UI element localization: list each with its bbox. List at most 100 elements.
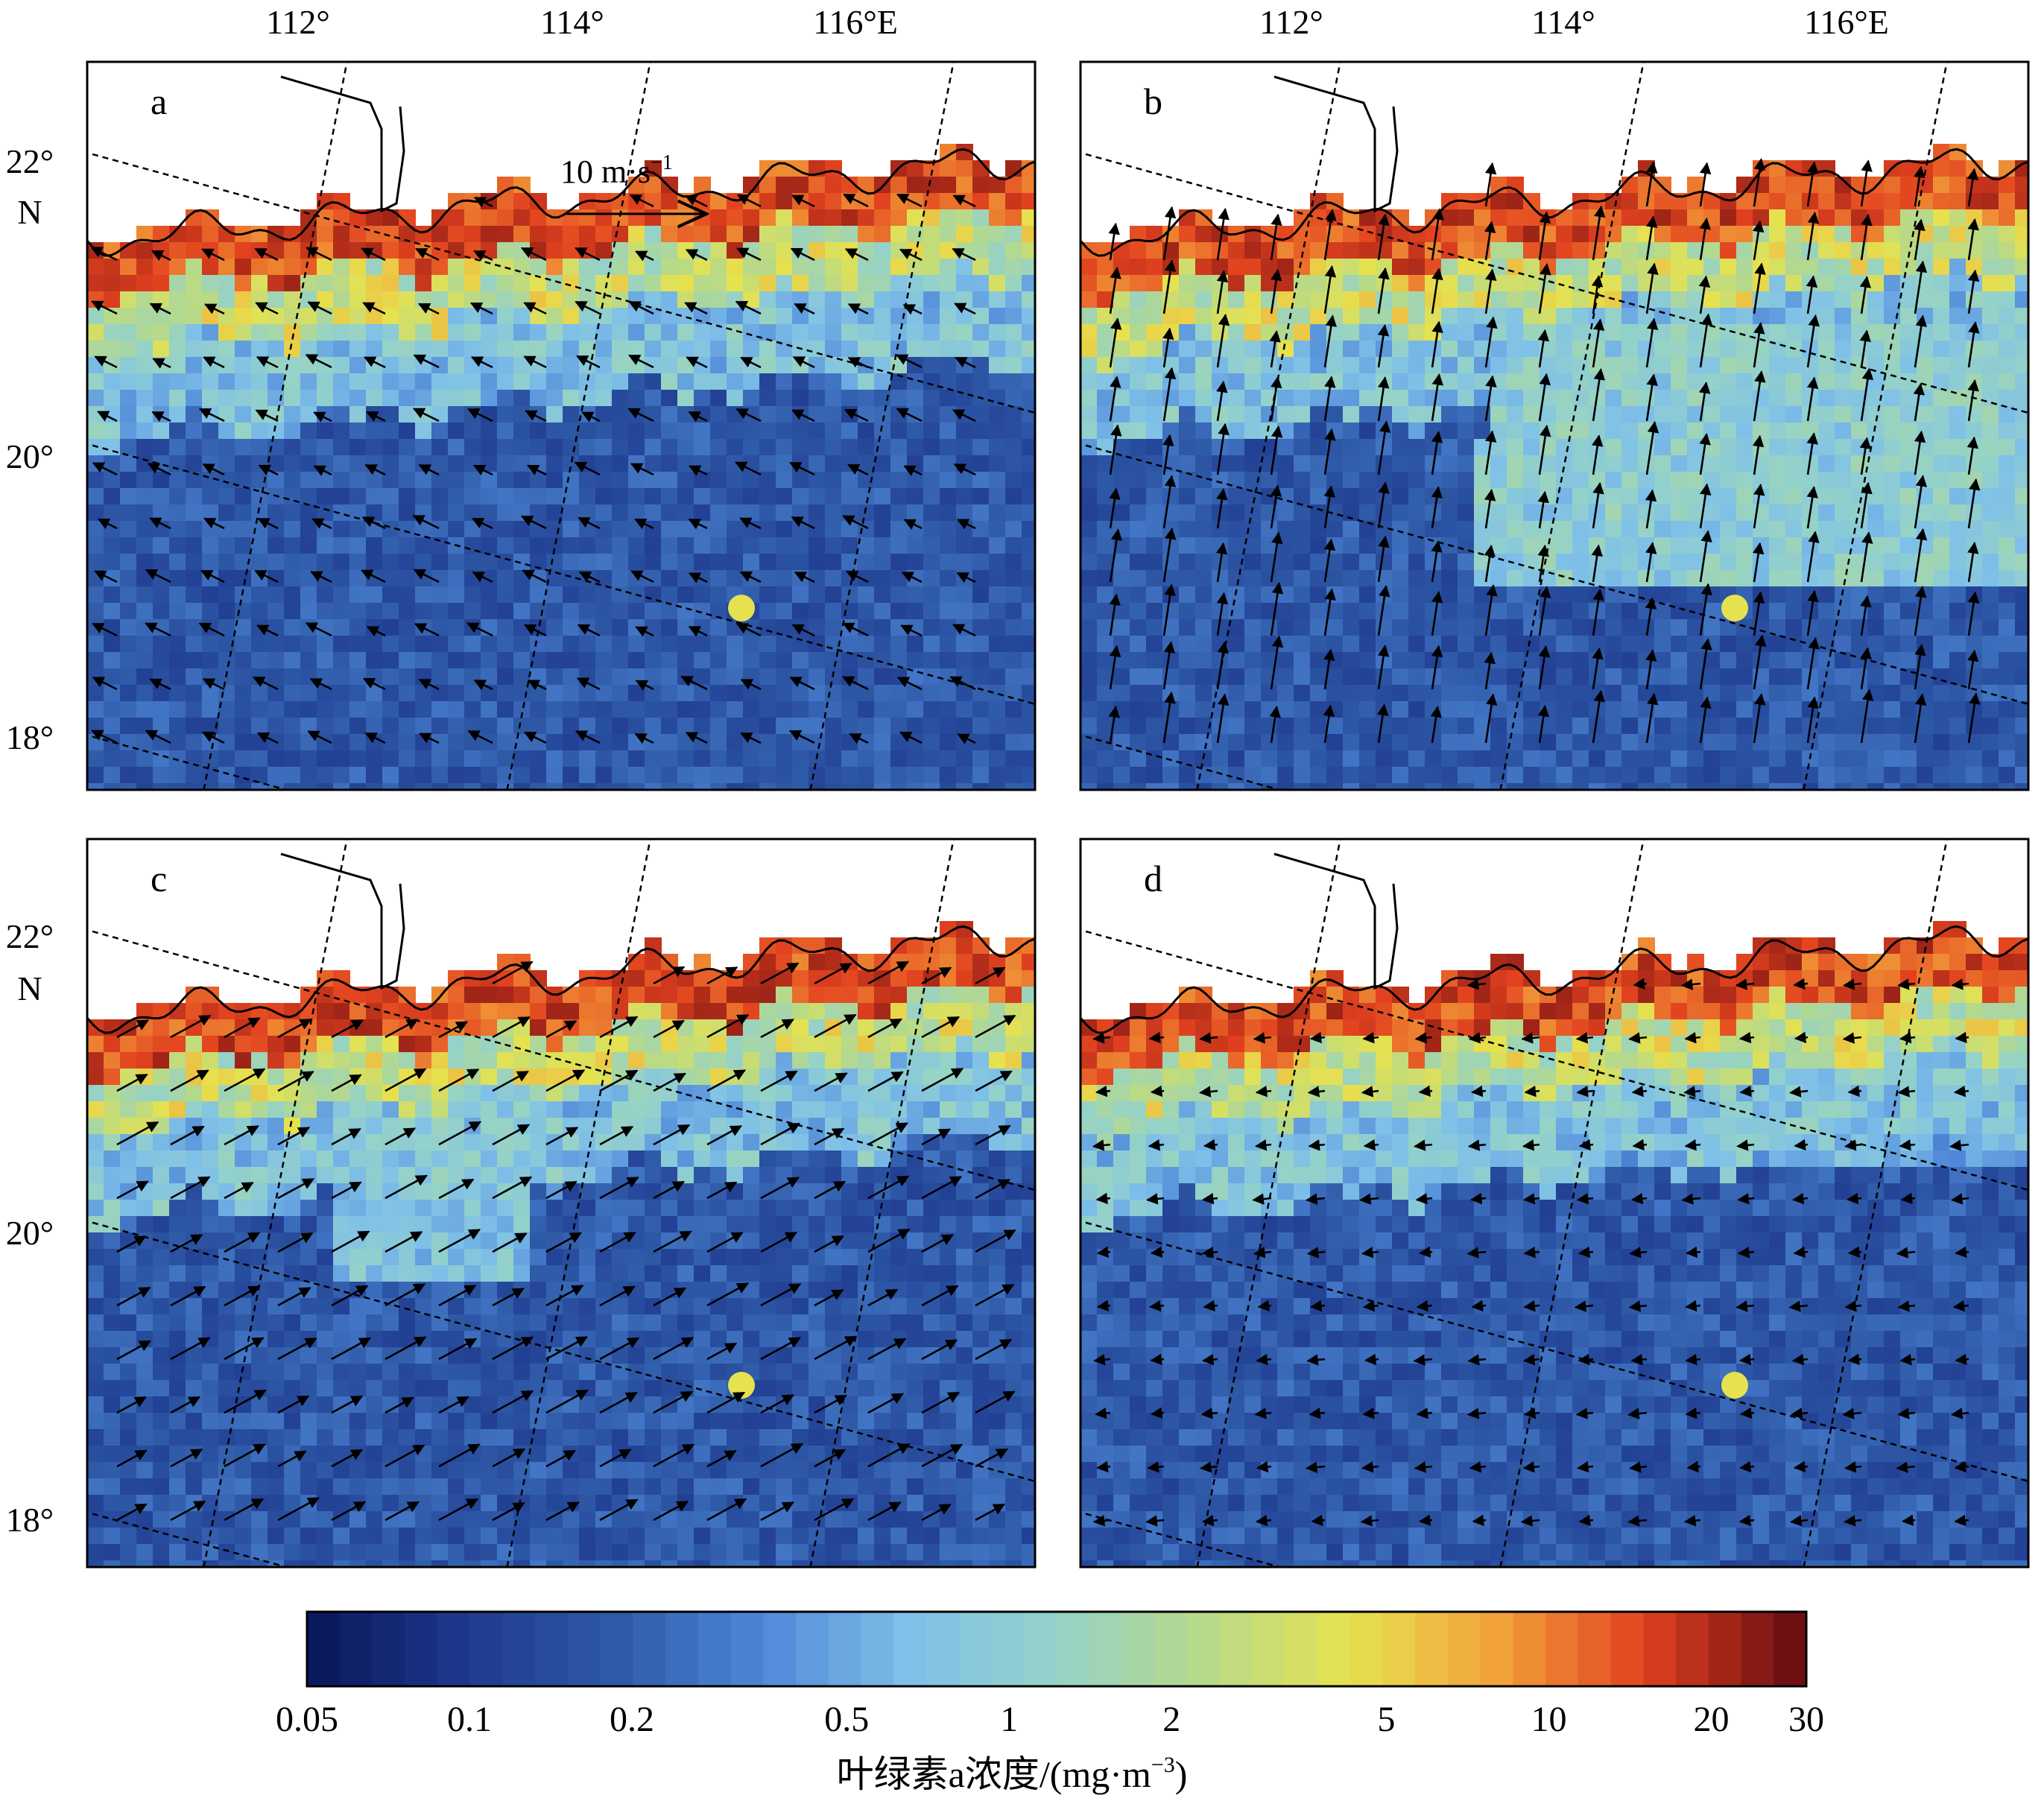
chlorophyll-cell — [776, 406, 793, 423]
chlorophyll-cell — [1408, 275, 1426, 292]
chlorophyll-cell — [677, 504, 694, 522]
chlorophyll-cell — [727, 734, 744, 751]
chlorophyll-cell — [1917, 668, 1934, 686]
wind-arrow — [635, 680, 654, 691]
chlorophyll-cell — [792, 554, 809, 571]
chlorophyll-cell — [1359, 472, 1376, 489]
chlorophyll-cell — [792, 636, 809, 653]
chlorophyll-cell — [628, 783, 645, 790]
chlorophyll-cell — [1310, 308, 1327, 325]
chlorophyll-cell — [513, 193, 531, 210]
chlorophyll-cell — [1022, 324, 1035, 341]
chlorophyll-cell — [1720, 291, 1737, 308]
chlorophyll-cell — [1933, 488, 1950, 505]
chlorophyll-cell — [809, 586, 826, 604]
chlorophyll-cell — [513, 619, 531, 636]
chlorophyll-cell — [1867, 242, 1885, 259]
chlorophyll-cell — [1310, 357, 1327, 374]
chlorophyll-cell — [792, 1036, 809, 1053]
chlorophyll-cell — [349, 652, 367, 669]
wind-arrow — [418, 463, 440, 476]
chlorophyll-cell — [268, 652, 285, 669]
chlorophyll-cell — [809, 783, 826, 790]
chlorophyll-cell — [677, 652, 694, 669]
chlorophyll-cell — [989, 685, 1006, 702]
chlorophyll-cell — [1654, 554, 1671, 571]
chlorophyll-cell — [1605, 504, 1622, 522]
chlorophyll-cell — [809, 406, 826, 423]
chlorophyll-cell — [136, 537, 154, 554]
chlorophyll-cell — [956, 537, 973, 554]
island-hotspot — [728, 595, 755, 621]
chlorophyll-cell — [1005, 373, 1022, 390]
chlorophyll-cell — [1343, 259, 1360, 276]
chlorophyll-cell — [1556, 422, 1573, 440]
chlorophyll-cell — [1982, 422, 1999, 440]
chlorophyll-cell — [1523, 291, 1540, 308]
chlorophyll-cell — [333, 357, 350, 374]
chlorophyll-cell — [1769, 373, 1786, 390]
chlorophyll-cell — [1589, 668, 1606, 686]
chlorophyll-cell — [1835, 537, 1852, 554]
chlorophyll-cell — [809, 291, 826, 308]
chlorophyll-cell — [333, 504, 350, 522]
chlorophyll-cell — [1310, 652, 1327, 669]
chlorophyll-cell — [923, 668, 940, 686]
chlorophyll-cell — [1556, 619, 1573, 636]
chlorophyll-cell — [268, 472, 285, 489]
chlorophyll-cell — [497, 472, 514, 489]
chlorophyll-cell — [661, 193, 678, 210]
chlorophyll-cell — [563, 259, 580, 276]
chlorophyll-cell — [628, 954, 645, 971]
chlorophyll-cell — [612, 242, 629, 259]
chlorophyll-cell — [645, 291, 662, 308]
chlorophyll-cell — [382, 472, 399, 489]
chlorophyll-cell — [1720, 259, 1737, 276]
chlorophyll-cell — [890, 259, 908, 276]
chlorophyll-cell — [890, 718, 908, 735]
chlorophyll-cell — [776, 422, 793, 440]
chlorophyll-cell — [349, 488, 367, 505]
chlorophyll-cell — [1294, 586, 1311, 604]
chlorophyll-cell — [1900, 504, 1917, 522]
chlorophyll-cell — [563, 603, 580, 620]
chlorophyll-cell — [923, 1019, 940, 1036]
wind-arrow — [1914, 314, 1928, 368]
chlorophyll-cell — [382, 341, 399, 358]
chlorophyll-cell — [202, 275, 219, 292]
chlorophyll-cell — [579, 324, 596, 341]
chlorophyll-cell — [1769, 734, 1786, 751]
chlorophyll-cell — [349, 521, 367, 538]
chlorophyll-cell — [218, 357, 235, 374]
chlorophyll-cell — [1540, 275, 1557, 292]
chlorophyll-cell — [1654, 406, 1671, 423]
chlorophyll-cell — [1326, 341, 1344, 358]
chlorophyll-cell — [759, 177, 776, 194]
chlorophyll-cell — [1458, 783, 1475, 790]
chlorophyll-cell — [1999, 439, 2016, 456]
chlorophyll-cell — [1392, 734, 1409, 751]
chlorophyll-cell — [1621, 390, 1639, 407]
chlorophyll-cell — [218, 439, 235, 456]
chlorophyll-cell — [1130, 373, 1147, 390]
chlorophyll-cell — [366, 209, 383, 227]
chlorophyll-cell — [694, 177, 711, 194]
chlorophyll-cell — [153, 439, 170, 456]
chlorophyll-cell — [1917, 734, 1934, 751]
chlorophyll-cell — [1130, 357, 1147, 374]
chlorophyll-cell — [1933, 504, 1950, 522]
chlorophyll-cell — [1540, 734, 1557, 751]
chlorophyll-cell — [1785, 619, 1803, 636]
chlorophyll-cell — [1966, 177, 1983, 194]
chlorophyll-cell — [1130, 537, 1147, 554]
chlorophyll-cell — [1005, 275, 1022, 292]
wind-arrow — [198, 622, 225, 637]
wind-arrow — [1699, 483, 1712, 529]
wind-arrow — [952, 247, 976, 262]
chlorophyll-cell — [235, 636, 252, 653]
chlorophyll-cell — [874, 537, 891, 554]
chlorophyll-cell — [1458, 390, 1475, 407]
chlorophyll-cell — [1933, 685, 1950, 702]
wind-arrow — [956, 572, 976, 583]
chlorophyll-cell — [513, 373, 531, 390]
